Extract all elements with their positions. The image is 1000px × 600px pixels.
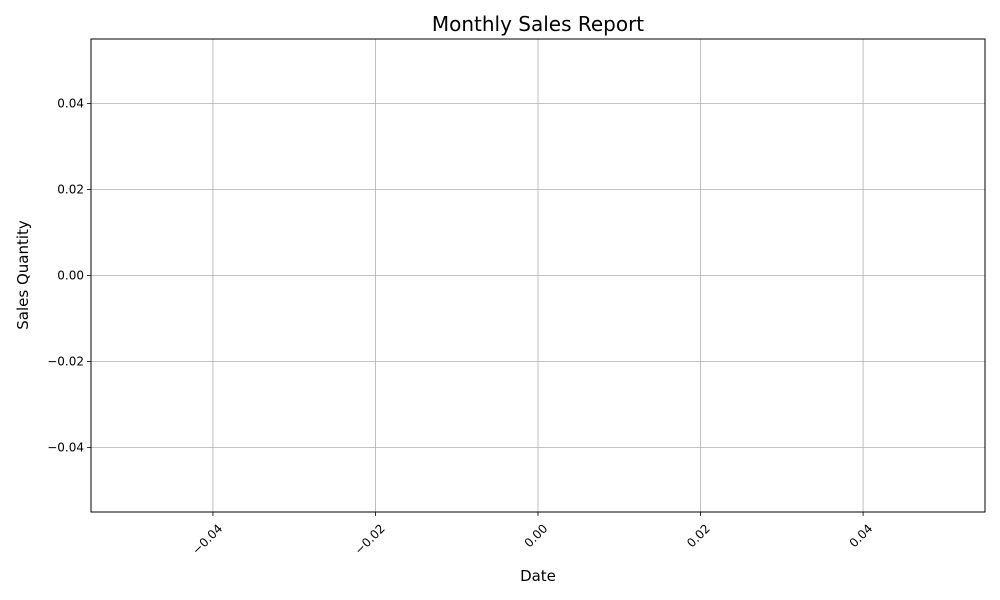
y-axis-title: Sales Quantity <box>14 220 32 330</box>
x-axis-title: Date <box>520 567 556 585</box>
grid <box>91 39 985 512</box>
chart-title: Monthly Sales Report <box>432 12 644 36</box>
y-tick-label: −0.02 <box>47 355 84 369</box>
y-tick-label: −0.04 <box>47 441 84 455</box>
y-tick-label: 0.04 <box>57 97 84 111</box>
y-tick-label: 0.00 <box>57 269 84 283</box>
y-axis-ticks: −0.04 −0.02 0.00 0.02 0.04 <box>47 97 91 455</box>
y-tick-label: 0.02 <box>57 183 84 197</box>
